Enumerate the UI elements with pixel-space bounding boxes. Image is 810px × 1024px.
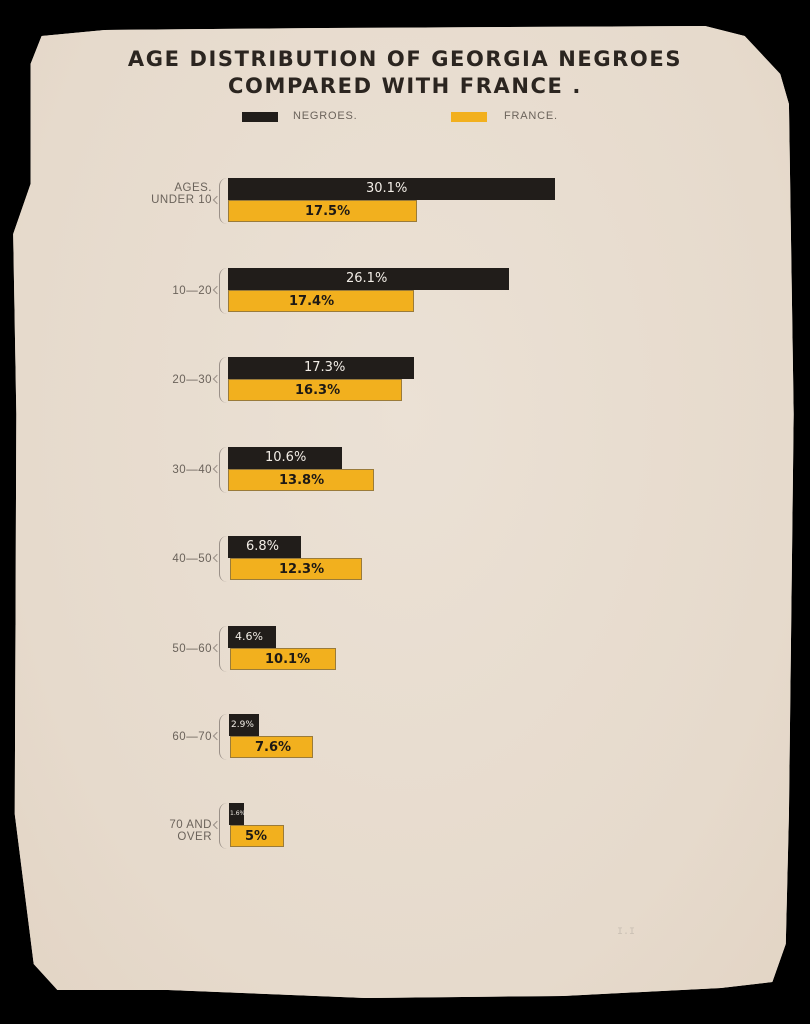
bar-negroes: 30.1% (228, 178, 555, 200)
bar-group-70-and-over: 70 AND OVER 1.6% 5% (0, 803, 810, 849)
bar-negroes: 2.9% (229, 714, 259, 736)
age-label: 20—30 (172, 374, 212, 386)
bar-negroes: 26.1% (228, 268, 509, 290)
brace-icon (219, 626, 228, 672)
bar-value-label: 7.6% (255, 740, 292, 755)
legend-swatch-negroes (242, 112, 278, 122)
bar-value-label: 1.6% (230, 810, 246, 817)
paper-sheet (13, 26, 794, 999)
bar-group-40-50: 40—50 6.8% 12.3% (0, 536, 810, 582)
chart-title: AGE DISTRIBUTION OF GEORGIA NEGROES COMP… (0, 46, 810, 100)
bar-value-label: 10.6% (265, 450, 307, 465)
bar-negroes: 6.8% (228, 536, 301, 558)
faint-mark: I.I (617, 927, 636, 938)
brace-icon (219, 803, 228, 849)
bar-group-20-30: 20—30 17.3% 16.3% (0, 357, 810, 403)
age-label: 60—70 (172, 731, 212, 743)
bar-negroes: 4.6% (228, 626, 276, 648)
bar-value-label: 4.6% (235, 630, 263, 643)
bar-negroes: 1.6% (229, 803, 246, 825)
bar-value-label: 26.1% (346, 271, 388, 286)
bar-france: 17.5% (228, 200, 417, 222)
bar-value-label: 2.9% (231, 720, 254, 730)
brace-icon (219, 714, 228, 760)
brace-icon (219, 357, 228, 403)
bar-group-10-20: 10—20 26.1% 17.4% (0, 268, 810, 314)
age-label: AGES. UNDER 10 (151, 182, 212, 206)
age-label: 10—20 (172, 285, 212, 297)
bar-value-label: 17.4% (289, 294, 335, 309)
age-label: 30—40 (172, 464, 212, 476)
bar-value-label: 6.8% (246, 539, 280, 554)
bar-france: 12.3% (230, 558, 362, 580)
brace-icon (219, 268, 228, 314)
legend-label-negroes: NEGROES. (293, 110, 358, 122)
age-label: 50—60 (172, 643, 212, 655)
bar-group-60-70: 60—70 2.9% 7.6% (0, 714, 810, 760)
bar-value-label: 30.1% (366, 181, 408, 196)
brace-icon (219, 536, 228, 582)
bar-value-label: 16.3% (295, 383, 341, 398)
bar-value-label: 17.5% (305, 204, 351, 219)
bar-france: 13.8% (228, 469, 374, 491)
title-line-1: AGE DISTRIBUTION OF GEORGIA NEGROES (127, 47, 683, 71)
bar-value-label: 12.3% (279, 562, 325, 577)
bar-value-label: 17.3% (304, 360, 346, 375)
bar-france: 16.3% (228, 379, 402, 401)
bar-france: 7.6% (230, 736, 313, 758)
age-label: 70 AND OVER (169, 819, 212, 843)
bar-france: 5% (230, 825, 284, 847)
bar-group-under-10: AGES. UNDER 10 30.1% 17.5% (0, 178, 810, 224)
bar-value-label: 10.1% (265, 652, 311, 667)
legend-label-france: FRANCE. (504, 110, 558, 122)
bar-group-50-60: 50—60 4.6% 10.1% (0, 626, 810, 672)
bar-negroes: 10.6% (228, 447, 342, 469)
bar-group-30-40: 30—40 10.6% 13.8% (0, 447, 810, 493)
bar-negroes: 17.3% (228, 357, 414, 379)
bar-value-label: 5% (245, 829, 268, 844)
title-line-2: COMPARED WITH FRANCE . (228, 74, 582, 98)
brace-icon (219, 178, 228, 224)
legend-swatch-france (451, 112, 487, 122)
bar-france: 17.4% (228, 290, 414, 312)
bar-france: 10.1% (230, 648, 336, 670)
age-label: 40—50 (172, 553, 212, 565)
brace-icon (219, 447, 228, 493)
bar-value-label: 13.8% (279, 473, 325, 488)
